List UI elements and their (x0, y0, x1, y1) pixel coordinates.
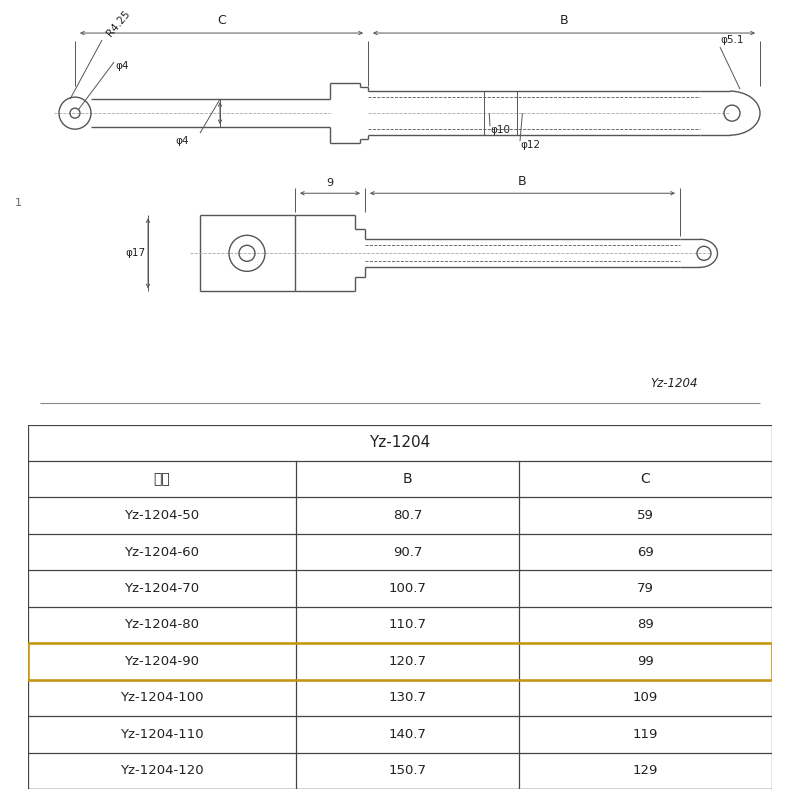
Text: 109: 109 (633, 691, 658, 704)
Text: Yz-1204-120: Yz-1204-120 (120, 764, 204, 777)
Text: 129: 129 (633, 764, 658, 777)
Text: 150.7: 150.7 (389, 764, 426, 777)
Text: 9: 9 (326, 179, 334, 188)
Text: φ4: φ4 (175, 136, 189, 146)
Text: Yz-1204-100: Yz-1204-100 (120, 691, 204, 704)
Text: B: B (518, 175, 527, 188)
Bar (28, 643, 772, 679)
Text: φ10: φ10 (490, 125, 510, 135)
Text: Yz-1204-50: Yz-1204-50 (124, 509, 199, 522)
Text: 110.7: 110.7 (389, 618, 426, 631)
Text: Yz-1204-70: Yz-1204-70 (124, 582, 199, 595)
Text: φ4: φ4 (115, 61, 129, 71)
Text: φ17: φ17 (125, 248, 145, 258)
Text: C: C (217, 14, 226, 27)
Text: 型号: 型号 (154, 473, 170, 486)
Text: Yz-1204-80: Yz-1204-80 (125, 618, 199, 631)
Text: 90.7: 90.7 (393, 545, 422, 558)
Text: Yz-1204: Yz-1204 (370, 435, 430, 450)
Text: 140.7: 140.7 (389, 728, 426, 741)
Text: 59: 59 (637, 509, 654, 522)
Text: B: B (402, 473, 412, 486)
Text: φ5.1: φ5.1 (720, 35, 743, 45)
Text: Yz-1204-60: Yz-1204-60 (125, 545, 199, 558)
Text: R4.25: R4.25 (105, 8, 132, 38)
Text: 119: 119 (633, 728, 658, 741)
Text: Yz-1204: Yz-1204 (650, 377, 698, 391)
Text: 80.7: 80.7 (393, 509, 422, 522)
Text: 120.7: 120.7 (389, 655, 426, 668)
Text: 69: 69 (637, 545, 654, 558)
Text: C: C (641, 473, 650, 486)
Text: 100.7: 100.7 (389, 582, 426, 595)
Text: 99: 99 (637, 655, 654, 668)
Text: Yz-1204-110: Yz-1204-110 (120, 728, 204, 741)
Text: B: B (560, 14, 568, 27)
Text: φ12: φ12 (520, 140, 540, 150)
Text: 1: 1 (15, 198, 22, 208)
Text: 89: 89 (637, 618, 654, 631)
Text: 130.7: 130.7 (389, 691, 426, 704)
Text: 79: 79 (637, 582, 654, 595)
Text: Yz-1204-90: Yz-1204-90 (125, 655, 199, 668)
